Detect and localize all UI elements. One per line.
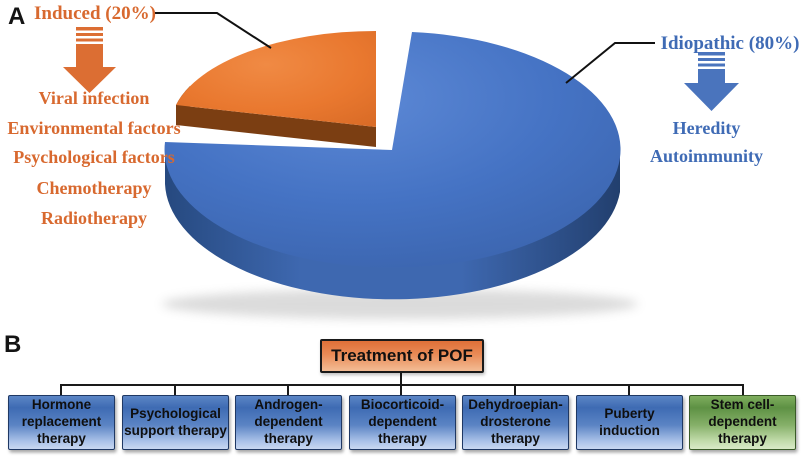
pie-slice-idiopathic-side: [165, 142, 620, 300]
treatment-box-biocorticoid-dependent: Biocorticoid- dependent therapy: [349, 395, 456, 450]
induced-cause-item: Environmental factors: [7, 117, 181, 138]
connector-drop-2: [173, 384, 176, 396]
treatment-box-psychological-support: Psychological support therapy: [122, 395, 229, 450]
pie-slice-induced: [176, 30, 376, 128]
treatment-box-dehydroepiandrosterone: Dehydroepian- drosterone therapy: [462, 395, 569, 450]
treatment-box-androgen-dependent: Androgen- dependent therapy: [235, 395, 342, 450]
callout-line-idiopathic: [565, 42, 655, 84]
pie-chart-3d: [63, 12, 739, 319]
panel-b-label: B: [4, 331, 22, 358]
induced-cause-item: Psychological factors: [13, 147, 175, 167]
treatment-box-puberty-induction: Puberty induction: [576, 395, 683, 450]
induced-cause-item: Viral infection: [38, 88, 150, 108]
idiopathic-causes-list: Heredity Autoimmunity: [633, 114, 780, 170]
connector-drop-7: [741, 384, 744, 396]
treatment-root-label: Treatment of POF: [331, 346, 473, 365]
treatment-root-box: Treatment of POF: [320, 339, 484, 373]
down-arrow-idiopathic-icon: [684, 52, 739, 111]
connector-drop-4: [399, 384, 402, 396]
induced-slice-label: Induced (20%): [34, 3, 156, 24]
induced-causes-list: Viral infection Environmental factors Ps…: [0, 84, 188, 233]
treatment-box-stem-cell-dependent: Stem cell- dependent therapy: [689, 395, 796, 450]
pie-slice-idiopathic: [164, 32, 621, 268]
connector-drop-3: [286, 384, 289, 396]
pie-slice-induced-side: [176, 105, 376, 147]
induced-cause-item: Chemotherapy: [36, 177, 152, 198]
panel-a-label: A: [8, 3, 26, 30]
pie-ground-shadow: [162, 289, 638, 319]
down-arrow-induced-icon: [63, 27, 116, 93]
treatment-box-hormone-replacement: Hormone replacement therapy: [8, 395, 115, 450]
connector-stem: [399, 373, 402, 385]
connector-drop-5: [513, 384, 516, 396]
connector-drop-6: [627, 384, 630, 396]
idiopathic-slice-label: Idiopathic (80%): [660, 33, 800, 54]
induced-cause-item: Radiotherapy: [40, 207, 147, 228]
idiopathic-cause-item: Heredity: [672, 118, 741, 138]
callout-line-induced: [155, 12, 272, 49]
idiopathic-cause-item: Autoimmunity: [649, 146, 763, 166]
connector-rail: [60, 384, 743, 386]
connector-drop-1: [60, 384, 62, 396]
